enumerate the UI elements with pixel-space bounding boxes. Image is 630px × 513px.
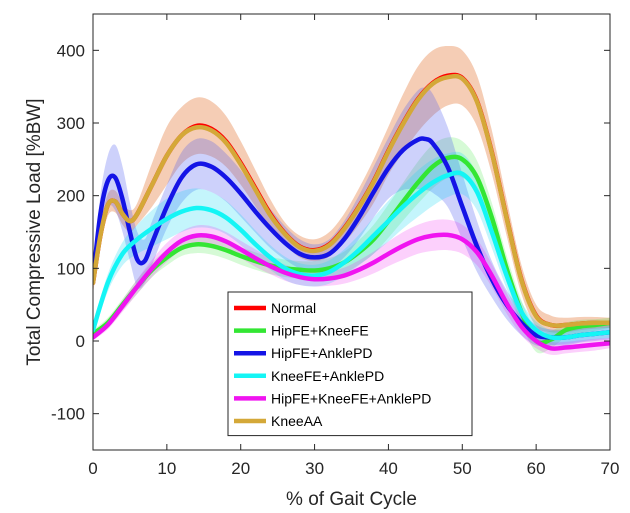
legend-items: Normal HipFE+KneeFE HipFE+AnklePD KneeFE+An… (234, 300, 431, 429)
y-tick-label: 400 (57, 41, 85, 60)
y-tick-label: 200 (57, 187, 85, 206)
x-tick-label: 40 (379, 459, 398, 478)
legend-label-kneefe-anklepd: KneeFE+AnklePD (271, 368, 384, 384)
y-tick-label: 300 (57, 114, 85, 133)
x-tick-label: 50 (453, 459, 472, 478)
x-tick-label: 60 (527, 459, 546, 478)
y-axis-label: Total Compressive Load [%BW] (24, 98, 45, 365)
x-tick-label: 30 (305, 459, 324, 478)
legend: Normal HipFE+KneeFE HipFE+AnklePD KneeFE+An… (227, 291, 473, 437)
axis-ticks: 0 10 20 30 40 50 60 70 -100 0 100 200 300 400 (51, 14, 619, 478)
legend-label-normal: Normal (271, 300, 316, 316)
legend-box (227, 291, 473, 437)
legend-label-hipfe-kneefe: HipFE+KneeFE (271, 323, 369, 339)
line-kneefe-anklepd (93, 170, 610, 341)
y-tick-label: 0 (76, 332, 85, 351)
line-kneeaa (93, 73, 610, 328)
y-tick-label: -100 (51, 405, 85, 424)
y-tick-label: 100 (57, 259, 85, 278)
x-tick-label: 20 (231, 459, 250, 478)
x-tick-label: 70 (601, 459, 620, 478)
legend-label-kneeaa: KneeAA (271, 413, 323, 429)
line-hipfe-kneefe-anklepd (93, 232, 610, 351)
x-tick-label: 0 (88, 459, 97, 478)
legend-label-hipfe-anklepd: HipFE+AnklePD (271, 345, 373, 361)
series-lines (93, 72, 610, 351)
legend-label-hipfe-kneefe-anklepd: HipFE+KneeFE+AnklePD (271, 390, 431, 406)
x-tick-label: 10 (157, 459, 176, 478)
plot-area (93, 45, 610, 356)
axes-box (92, 13, 611, 451)
x-axis-label: % of Gait Cycle (286, 489, 417, 510)
